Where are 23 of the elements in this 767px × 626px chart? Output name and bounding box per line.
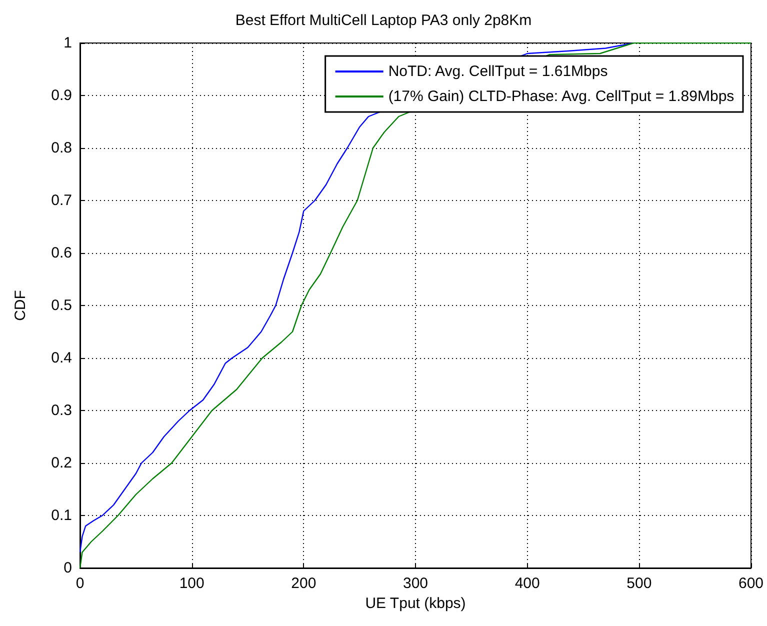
legend-label: (17% Gain) CLTD-Phase: Avg. CellTput = 1.89Mbps [388,88,734,105]
x-tick-label: 500 [626,575,652,592]
y-tick-label: 0 [64,560,72,576]
x-tick-label: 600 [738,575,764,592]
x-tick-label: 0 [76,575,84,592]
y-tick-label: 0.2 [51,454,72,472]
x-tick-label: 400 [514,575,540,592]
y-tick-label: 0.3 [51,402,72,419]
y-tick-label: 0.5 [51,297,72,314]
x-axis-title: UE Tput (kbps) [365,595,466,612]
y-tick-label: 0.4 [51,350,72,366]
x-tick-label: 200 [291,575,316,592]
y-tick-label: 1 [64,34,72,52]
y-axis-title: CDF [12,290,29,321]
chart-title: Best Effort MultiCell Laptop PA3 only 2p8Km [235,12,532,29]
legend-label: NoTD: Avg. CellTput = 1.61Mbps [388,63,608,80]
y-tick-label: 0.7 [51,192,72,209]
y-tick-label: 0.1 [51,507,72,524]
y-tick-label: 0.8 [51,140,72,156]
x-tick-label: 300 [402,575,428,592]
y-tick-label: 0.9 [51,87,72,104]
y-tick-label: 0.6 [51,244,72,262]
x-tick-label: 100 [179,575,204,592]
